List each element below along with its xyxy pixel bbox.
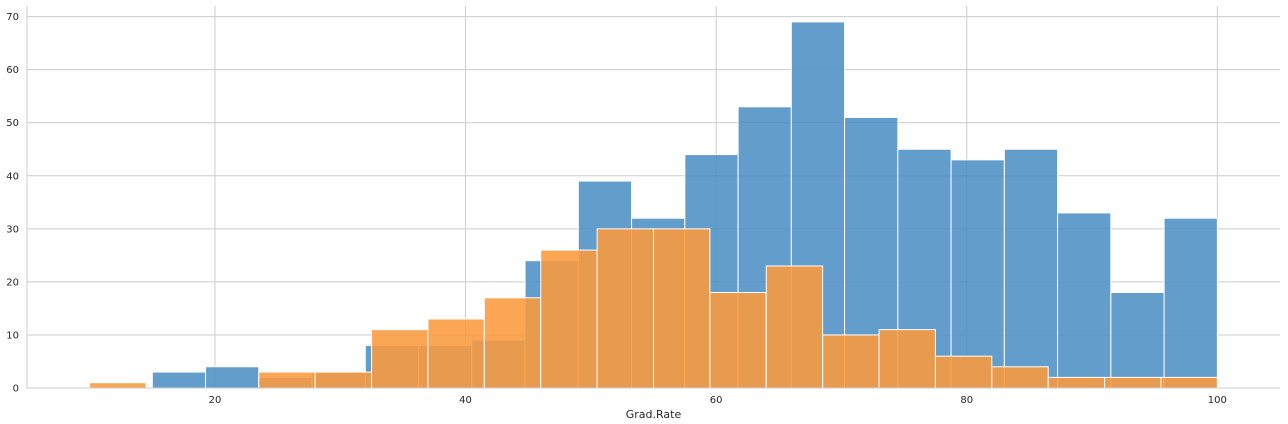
y-tick-label: 50 bbox=[6, 118, 19, 129]
y-tick-label: 10 bbox=[6, 330, 19, 341]
bar-series-1 bbox=[1110, 292, 1165, 389]
histogram-series bbox=[89, 21, 1218, 389]
bar-series-2 bbox=[1047, 376, 1106, 389]
bar-series-2 bbox=[1104, 376, 1162, 389]
bar-series-2 bbox=[483, 297, 542, 389]
y-tick-label: 60 bbox=[6, 65, 19, 76]
x-tick-label: 100 bbox=[1208, 395, 1227, 406]
bar-series-2 bbox=[258, 371, 316, 389]
y-tick-label: 0 bbox=[13, 384, 19, 395]
bar-series-2 bbox=[540, 249, 598, 389]
x-tick-label: 80 bbox=[960, 395, 973, 406]
bar-series-2 bbox=[709, 292, 767, 389]
bar-series-2 bbox=[314, 371, 373, 389]
bar-series-2 bbox=[653, 228, 711, 389]
bar-series-1 bbox=[1057, 212, 1112, 389]
y-tick-label: 20 bbox=[6, 277, 19, 288]
y-tick-label: 70 bbox=[6, 12, 19, 23]
bar-series-2 bbox=[822, 334, 880, 389]
grid-lines bbox=[27, 6, 1280, 389]
y-tick-label: 40 bbox=[6, 171, 19, 182]
bar-series-2 bbox=[1160, 376, 1218, 389]
bar-series-2 bbox=[878, 329, 936, 389]
x-axis-label: Grad.Rate bbox=[626, 408, 682, 421]
bar-series-2 bbox=[371, 329, 429, 389]
x-tick-label: 60 bbox=[710, 395, 723, 406]
bar-series-2 bbox=[765, 265, 824, 389]
x-tick-label: 20 bbox=[209, 395, 222, 406]
axes: 0 10 20 30 40 50 60 70 20 40 60 80 100 bbox=[6, 6, 1280, 406]
bar-series-2 bbox=[934, 355, 993, 389]
bar-series-1 bbox=[205, 366, 260, 389]
bar-series-1 bbox=[1163, 217, 1218, 389]
bar-series-2 bbox=[89, 382, 147, 389]
bar-series-2 bbox=[427, 318, 485, 389]
bar-series-1 bbox=[1003, 148, 1059, 389]
x-tick-label: 40 bbox=[459, 395, 472, 406]
bar-series-1 bbox=[151, 371, 207, 389]
bar-series-1 bbox=[950, 159, 1005, 389]
y-tick-label: 30 bbox=[6, 224, 19, 235]
bar-series-2 bbox=[596, 228, 654, 389]
bar-series-2 bbox=[991, 366, 1049, 389]
